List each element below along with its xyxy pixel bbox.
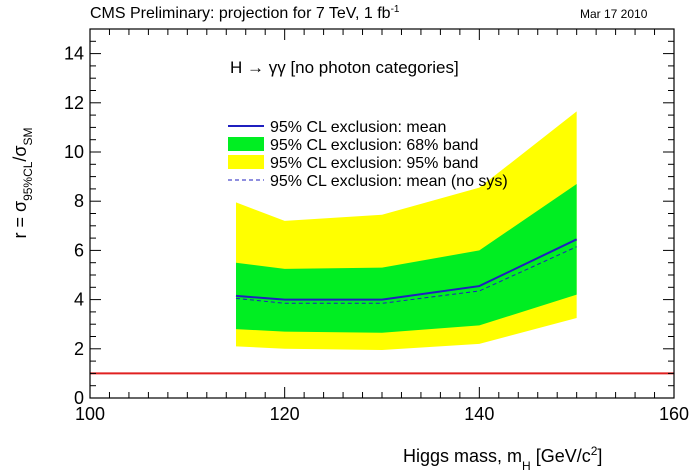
y-tick-label: 10 (64, 142, 84, 162)
ticks-layer (89, 28, 675, 399)
x-tick-label: 160 (659, 404, 689, 424)
legend-label: 95% CL exclusion: 95% band (270, 155, 478, 172)
x-axis-title: Higgs mass, mH [GeV/c2] (403, 444, 602, 473)
band-68-layer (236, 183, 577, 333)
x-axis-title-units-close: ] (597, 446, 602, 466)
y-axis-title-prefix: r = σ (10, 201, 30, 239)
chart-date: Mar 17 2010 (580, 7, 648, 21)
mean-line (235, 238, 578, 301)
chart-title-main: CMS Preliminary: projection for 7 TeV, 1… (90, 5, 391, 22)
band-68-area (236, 183, 577, 333)
y-axis-title-mid: /σ (10, 145, 30, 161)
x-tick-label: 120 (270, 404, 300, 424)
y-axis-title-subscript-2: SM (21, 127, 35, 145)
y-tick-label: 4 (74, 290, 84, 310)
legend-label: 95% CL exclusion: 68% band (270, 137, 478, 154)
lines-layer (235, 238, 578, 304)
x-tick-label: 140 (464, 404, 494, 424)
x-axis-title-units: [GeV/c (531, 446, 591, 466)
y-axis-title-subscript-1: 95%CL (21, 161, 35, 201)
y-tick-label: 0 (74, 388, 84, 408)
x-tick-label: 100 (75, 404, 105, 424)
legend-swatch-95 (228, 155, 264, 169)
y-tick-label: 2 (74, 339, 84, 359)
y-tick-label: 8 (74, 191, 84, 211)
legend-label: 95% CL exclusion: mean (no sys) (270, 173, 508, 190)
legend-swatch-68 (228, 137, 264, 151)
chart-title-superscript: -1 (391, 4, 400, 15)
tick-labels-layer: 100 120 140 160 0 2 4 6 8 10 12 14 (64, 44, 689, 424)
x-axis-title-main: Higgs mass, m (403, 446, 522, 466)
y-tick-label: 14 (64, 44, 84, 64)
x-axis-title-subscript: H (522, 459, 531, 473)
x-axis-title-units-superscript: 2 (591, 444, 598, 458)
legend-label: 95% CL exclusion: mean (270, 119, 446, 136)
y-axis-title: r = σ95%CL/σSM (10, 127, 35, 238)
process-annotation: H → γγ [no photon categories] (230, 58, 459, 77)
chart-title: CMS Preliminary: projection for 7 TeV, 1… (90, 4, 400, 22)
y-tick-label: 12 (64, 93, 84, 113)
y-tick-label: 6 (74, 240, 84, 260)
